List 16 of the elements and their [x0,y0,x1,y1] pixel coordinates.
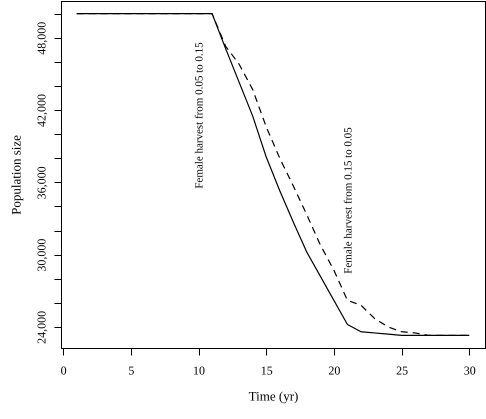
y-tick-label: 30,000 [34,238,48,272]
x-tick-label: 10 [193,364,206,378]
x-tick-label: 25 [396,364,408,378]
x-tick-label: 0 [60,364,67,378]
y-tick-label: 48,000 [34,22,48,55]
annotation: Female harvest from 0.05 to 0.15 [194,42,206,189]
annotation: Female harvest from 0.15 to 0.05 [342,126,354,274]
y-tick-label: 24,000 [34,310,48,344]
x-tick-label: 5 [128,364,134,378]
y-tick-label: 36,000 [34,166,48,200]
x-tick-label: 15 [260,364,273,378]
y-axis-title: Population size [8,134,24,215]
x-tick-label: 30 [464,364,476,378]
x-tick-label: 20 [328,364,340,378]
x-axis-title: Time (yr) [248,388,298,404]
y-tick-label: 42,000 [34,94,48,128]
